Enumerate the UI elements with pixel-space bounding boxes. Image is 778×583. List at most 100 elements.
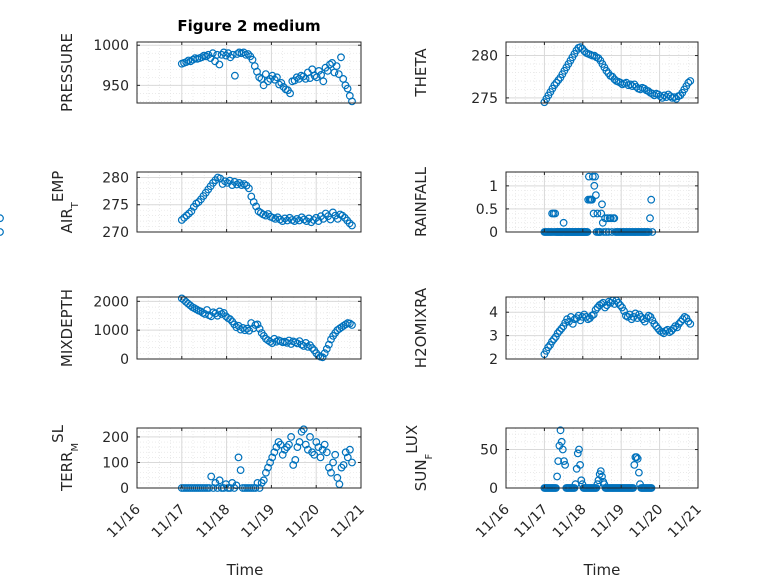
data-point: [580, 47, 589, 56]
data-point: [544, 343, 553, 352]
data-point: [318, 353, 327, 362]
data-point: [273, 73, 281, 82]
y-axis-label: H2OMIXRA: [412, 287, 430, 368]
axes-theta: 275 280 THETA: [412, 41, 699, 107]
chart-title: Figure 2 medium: [177, 17, 320, 35]
data-point: [275, 80, 284, 89]
data-point: [576, 461, 584, 469]
data-point: [329, 458, 338, 467]
data-point: [656, 327, 664, 335]
data-point: [215, 476, 224, 485]
data-point: [572, 314, 581, 323]
data-point: [548, 337, 556, 346]
data-point: [650, 320, 659, 328]
data-point: [598, 218, 607, 227]
y-tick-label: 1: [489, 179, 498, 195]
data-point: [0, 214, 4, 223]
data-point: [185, 209, 193, 218]
data-point: [684, 78, 693, 87]
data-point: [589, 209, 598, 218]
data-point: [325, 340, 333, 349]
data-point: [262, 468, 270, 477]
data-point: [563, 315, 571, 324]
y-axis-label: AIRTEMP: [49, 171, 81, 234]
y-tick-label: 0: [489, 481, 498, 497]
data-point: [589, 310, 598, 319]
data-point: [232, 481, 241, 490]
data-point: [337, 53, 345, 62]
data-point: [225, 176, 234, 185]
data-point: [223, 178, 232, 187]
data-point: [588, 172, 597, 181]
data-point: [332, 62, 341, 70]
axes-box: [136, 427, 362, 489]
data-point: [559, 218, 568, 227]
data-point: [268, 453, 277, 462]
data-point: [574, 311, 583, 320]
data-point: [234, 453, 243, 462]
data-point: [207, 472, 216, 481]
data-point: [556, 426, 565, 435]
data-point: [623, 313, 632, 321]
data-point: [259, 476, 268, 485]
data-point: [202, 52, 211, 61]
y-tick-label: 100: [102, 455, 129, 471]
data-point: [244, 184, 253, 193]
data-point: [211, 479, 220, 487]
data-point: [293, 443, 302, 452]
y-axis-label: TERRMSL: [49, 424, 81, 492]
series-mixdepth: [177, 294, 356, 362]
data-point: [343, 453, 352, 462]
data-point: [228, 479, 237, 487]
data-point: [270, 448, 279, 457]
data-point: [177, 216, 186, 224]
data-point: [277, 78, 286, 87]
axes-box: [136, 41, 362, 104]
data-point: [278, 450, 287, 459]
data-point: [558, 445, 567, 454]
x-axis-label: Time: [583, 561, 621, 579]
data-point: [226, 315, 235, 324]
data-point: [616, 301, 625, 310]
x-tick-label: 11/21: [665, 502, 705, 542]
data-point: [268, 339, 277, 348]
data-point: [276, 440, 285, 449]
y-tick-label: 280: [471, 49, 498, 65]
data-point: [633, 454, 642, 463]
axes-box: [505, 171, 699, 233]
axes-terr_msl: 0 100 200 TERRMSL 11/16 11/17 11/18 11/19 11/20 1…: [49, 424, 368, 579]
data-point: [591, 172, 599, 181]
x-tick-label: 11/17: [511, 502, 551, 542]
data-point: [325, 463, 333, 472]
data-point: [576, 43, 585, 51]
x-tick-label: 11/18: [550, 502, 590, 542]
data-point: [320, 349, 329, 358]
data-point: [637, 313, 645, 321]
data-point: [341, 448, 350, 457]
data-point: [289, 461, 298, 469]
data-point: [283, 443, 291, 452]
minor-grid: [505, 171, 699, 233]
data-point: [253, 320, 262, 329]
y-axis-label: SUNFLUX: [403, 425, 435, 491]
data-point: [669, 324, 678, 333]
y-axis-label: MIXDEPTH: [58, 289, 76, 367]
data-point: [255, 73, 264, 82]
series-theta: [540, 43, 695, 107]
axes-box: [505, 41, 699, 104]
data-point: [550, 335, 558, 344]
data-point: [663, 325, 672, 334]
x-tick-label: 11/20: [283, 502, 323, 542]
data-point: [255, 324, 264, 333]
data-point: [315, 66, 323, 75]
x-tick-label: 11/16: [104, 501, 144, 541]
data-point: [675, 320, 683, 328]
y-tick-label: 4: [489, 305, 498, 321]
data-point: [182, 211, 191, 220]
data-point: [644, 311, 653, 320]
y-tick-label: 275: [471, 91, 498, 107]
data-point: [610, 75, 619, 84]
data-point: [213, 311, 222, 320]
data-point: [319, 77, 328, 86]
